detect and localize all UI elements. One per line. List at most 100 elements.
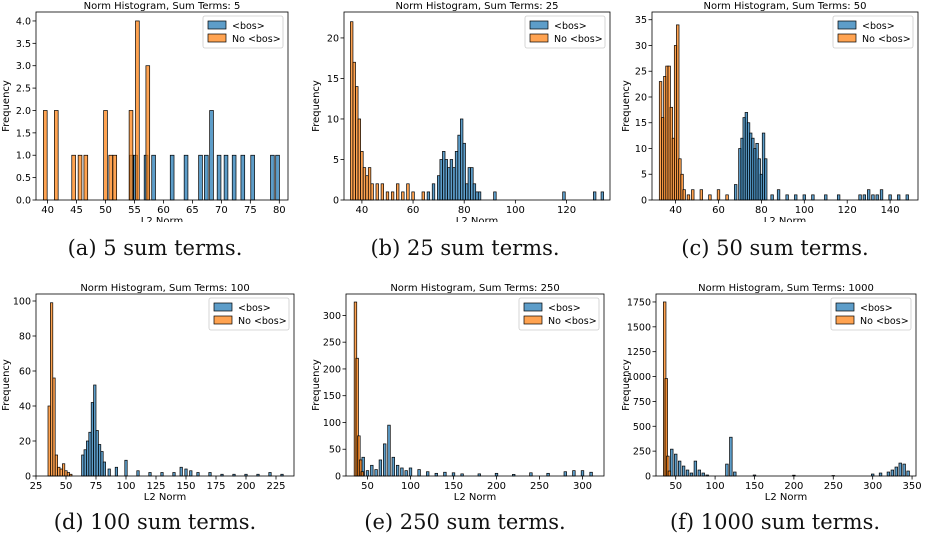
bar-bos [871,194,875,201]
bar-no-bos [50,302,54,477]
axes-frame [345,293,605,477]
bar-bos [270,154,275,201]
bar-bos [98,444,102,477]
bar-bos [529,472,533,477]
y-tick-label: 3.5 [16,39,31,50]
y-tick-label: 1750 [627,297,651,308]
x-tick-label: 120 [557,205,576,216]
y-tick-label: 100 [323,418,341,429]
x-tick-label: 175 [206,481,225,492]
bar-no-bos [362,167,367,201]
bar-bos [906,470,910,477]
bar-no-bos [406,183,410,201]
bar-bos [391,456,395,477]
bar-bos [431,183,436,201]
bar-no-bos [725,194,729,201]
bar-no-bos [103,110,108,201]
legend-label: No <bos> [232,34,281,45]
x-tick-label: 150 [745,481,764,492]
legend: <bos> No <bos> [518,297,600,331]
bar-no-bos [64,470,68,477]
legend-swatch [837,20,857,30]
y-tick-label: 15 [635,118,647,129]
x-tick-label: 25 [30,481,43,492]
legend-label: No <bos> [554,34,603,45]
x-axis-label: L2 Norm [456,216,498,222]
bar-bos [449,159,454,201]
bar-bos [88,431,92,477]
bar-no-bos [71,154,76,201]
bars [658,24,909,201]
y-tick-label: 5 [333,155,339,166]
bar-bos [546,472,550,477]
bar-bos [460,118,464,201]
bar-bos [477,191,482,201]
caption-b: (b) 25 sum terms. [370,236,560,260]
y-tick-label: 25 [635,67,647,78]
bar-bos [136,470,140,477]
legend-swatch [207,20,227,30]
caption-e: (e) 250 sum terms. [364,510,566,534]
x-tick-label: 40 [41,205,54,216]
y-tick-label: 1250 [627,347,651,358]
bar-bos [593,191,597,201]
x-tick-label: 100 [401,481,420,492]
y-tick-label: 60 [19,367,31,378]
bar-bos [897,194,901,201]
bar-bos [365,470,370,477]
legend: <bos> No <bos> [208,297,290,331]
legend: <bos> No <bos> [202,15,284,49]
y-tick-label: 500 [633,422,651,433]
bar-bos [572,470,576,477]
y-tick-label: 50 [329,445,341,456]
bar-bos [733,471,737,477]
x-tick-label: 80 [755,205,768,216]
bar-bos [475,191,479,201]
chart-title: Norm Histogram, Sum Terms: 1000 [698,283,874,294]
legend-swatch [523,315,543,325]
bar-bos [457,134,461,201]
bar-bos [83,449,87,477]
bar-no-bos [108,154,113,201]
x-tick-label: 120 [838,205,857,216]
bar-no-bos [367,167,372,201]
bar-bos [589,471,593,477]
bar-bos [387,424,391,477]
bar-bos [794,194,798,201]
x-tick-label: 125 [146,481,165,492]
bar-bos [867,189,871,201]
bar-bos [160,472,164,477]
x-tick-label: 100 [506,205,525,216]
legend-label: <bos> [860,303,893,314]
bar-bos [454,151,459,201]
bar-bos [811,194,815,201]
bar-bos [378,459,383,477]
bar-bos [426,471,430,477]
bar-bos [725,463,729,477]
x-tick-label: 60 [407,205,420,216]
y-tick-label: 250 [633,447,651,458]
y-tick-label: 300 [323,311,341,322]
x-tick-label: 65 [186,205,199,216]
x-tick-label: 225 [266,481,285,492]
legend: <bos> No <bos> [524,15,606,49]
legend-label: No <bos> [860,316,909,327]
x-tick-label: 250 [530,481,549,492]
y-tick-label: 5 [641,170,647,181]
bar-bos [81,454,85,477]
bar-bos [250,154,255,201]
axes-frame [651,11,919,201]
y-tick-label: 20 [327,33,339,44]
bar-bos [124,459,128,477]
bar-bos [888,194,892,201]
bar-no-bos [52,377,56,477]
legend-swatch [529,33,549,43]
bar-bos [231,154,237,201]
y-tick-label: 35 [635,15,647,26]
bar-bos [562,191,566,201]
bar-bos [209,110,214,201]
bar-bos [451,472,456,477]
legend-label: <bos> [548,303,581,314]
y-tick-label: 750 [633,397,651,408]
